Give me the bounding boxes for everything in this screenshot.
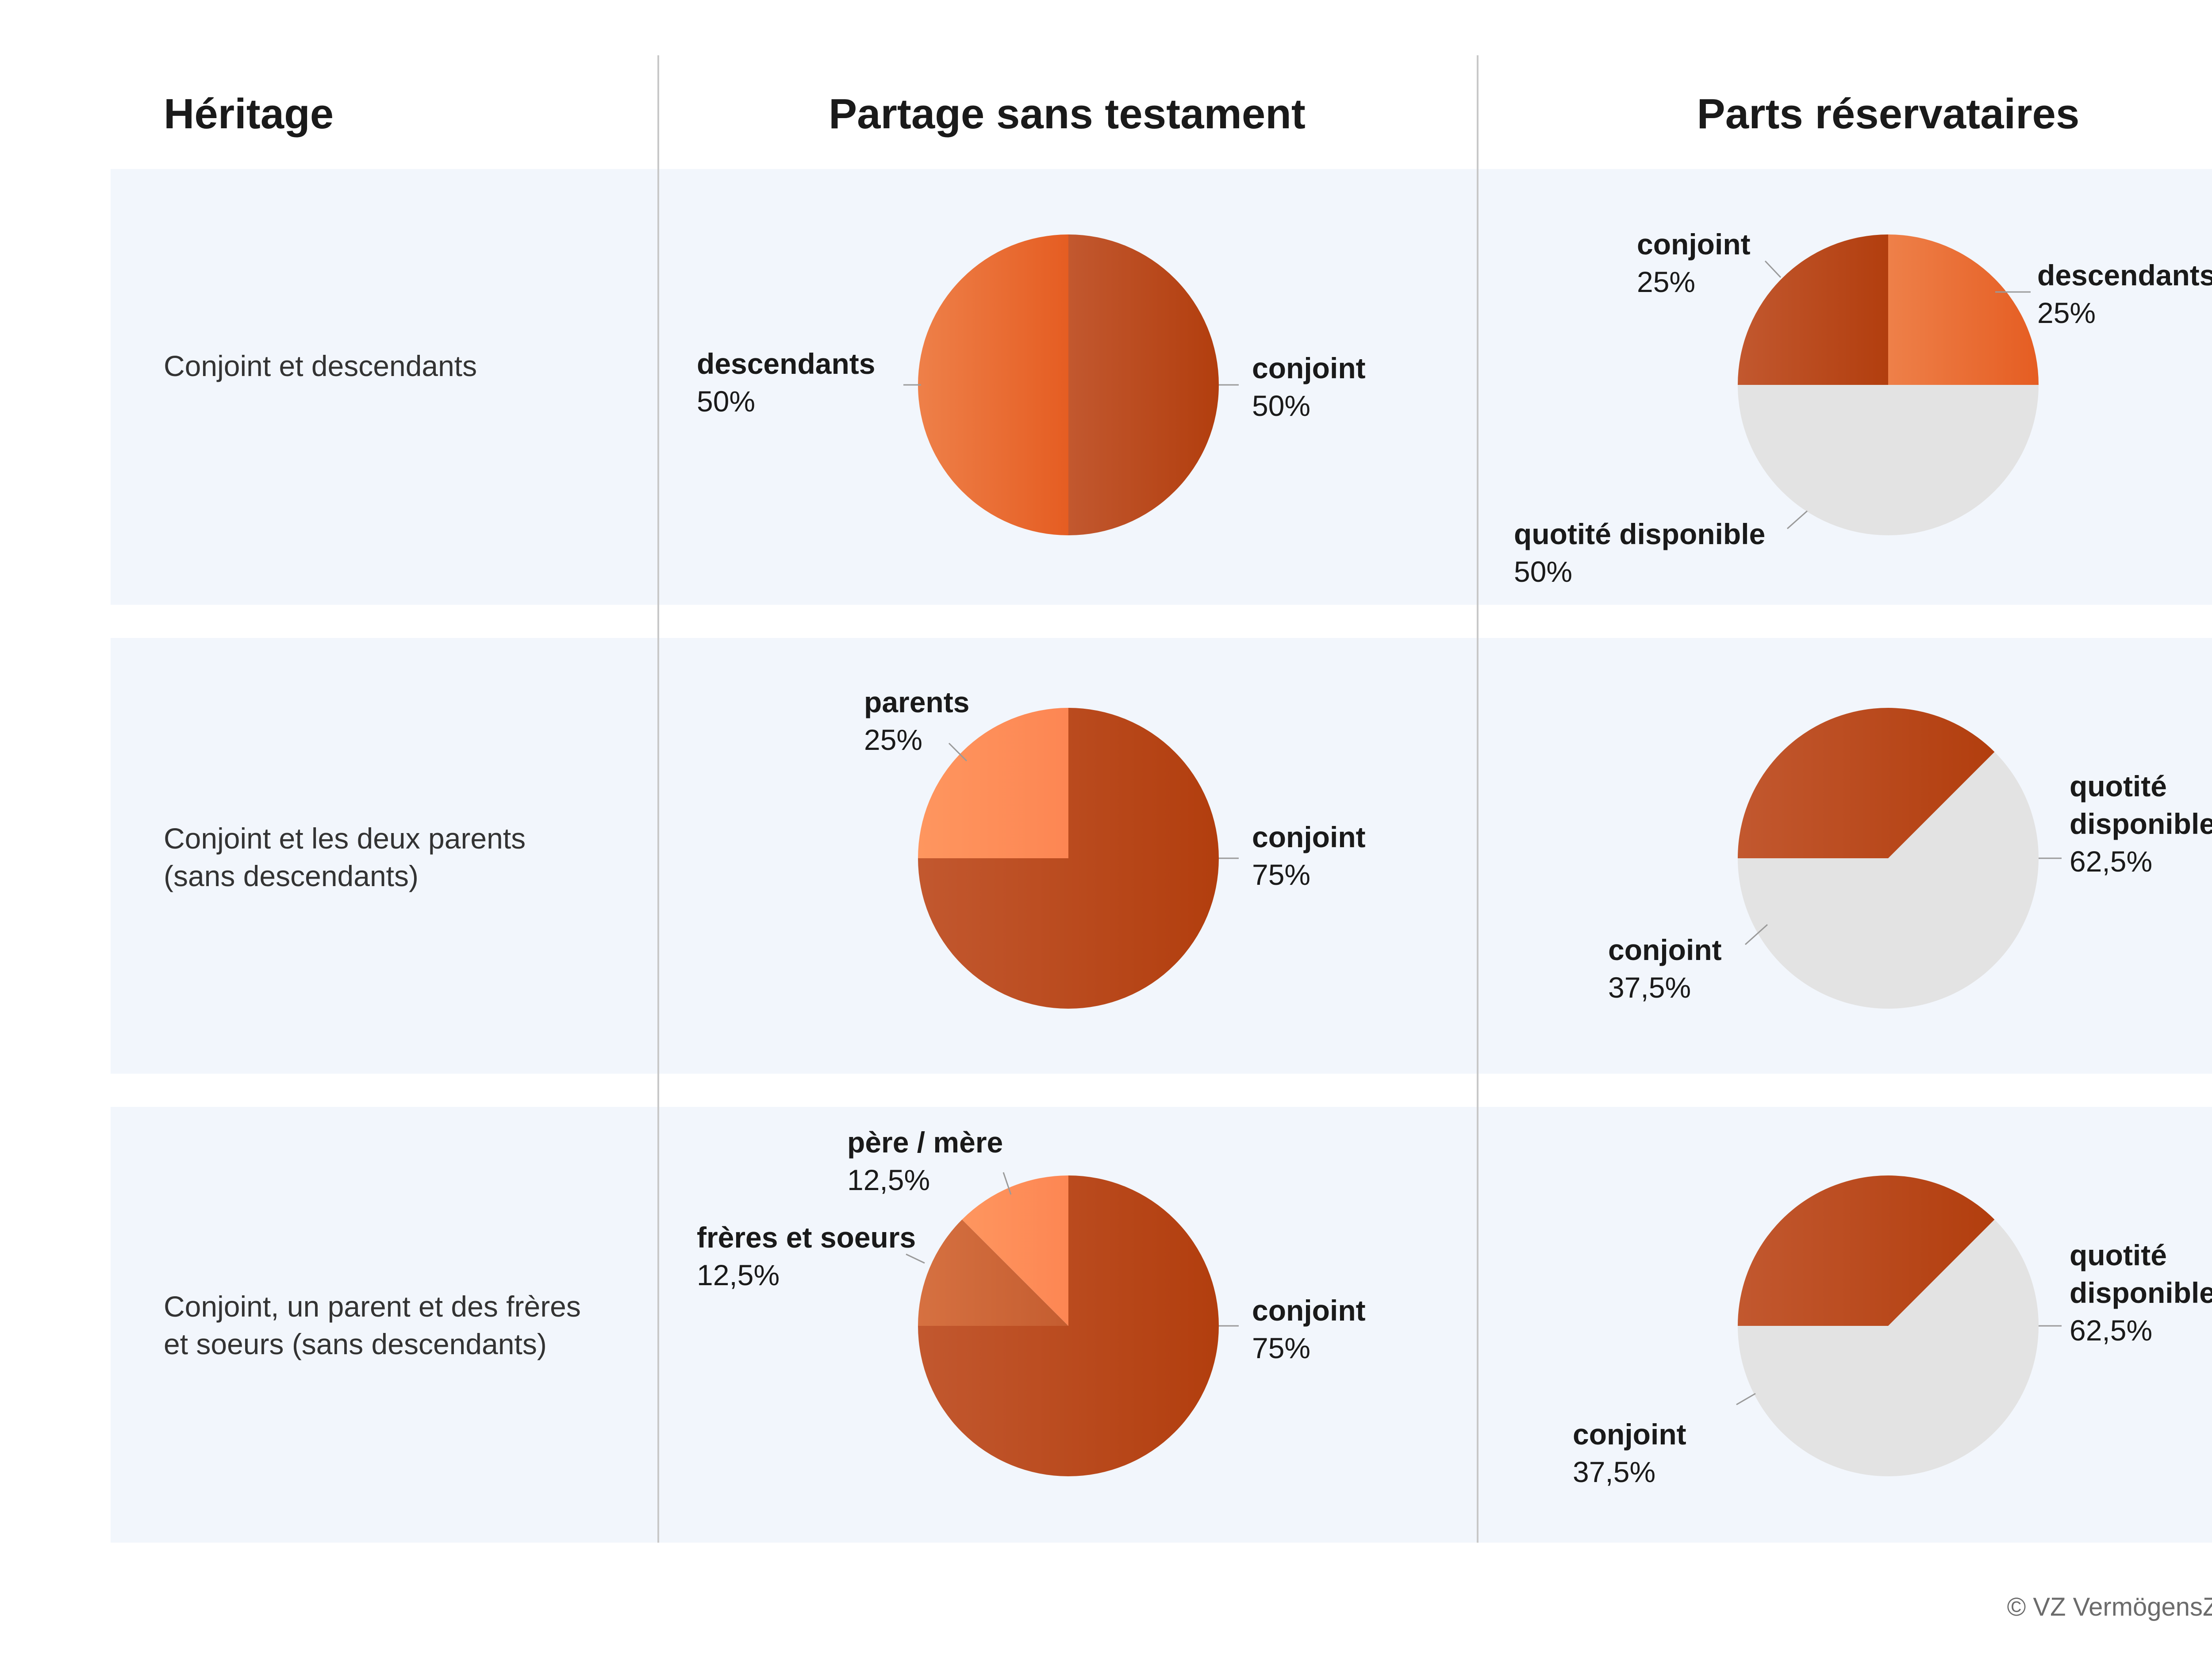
slice-label-conjoint: conjoint: [1637, 228, 1751, 261]
slice-labels: descendants 50% conjoint 50% conjoint 25% desc…: [697, 228, 2212, 1488]
leader-line: [1764, 260, 1782, 278]
leader-line: [906, 1253, 925, 1264]
slice-label-quotité-disponible: quotité disponible: [1514, 518, 1765, 550]
row-label-3-line-1: Conjoint, un parent et des frères: [164, 1290, 581, 1323]
header-parts: Parts réservataires: [1697, 90, 2080, 138]
slice-value-descendants: 25%: [2037, 296, 2096, 329]
header-heritage: Héritage: [164, 90, 334, 138]
row-label-2-line-2: (sans descendants): [164, 860, 419, 892]
slice-label-conjoint: conjoint: [1252, 352, 1366, 384]
pie-chart-2: [1738, 234, 2039, 535]
slice-label-conjoint: conjoint: [1608, 933, 1722, 966]
pie-slice-quotité-disponible: [1738, 752, 2039, 1009]
pie-slice-conjoint: [1738, 234, 1888, 385]
slice-label-père-mère: père / mère: [847, 1126, 1003, 1159]
pie-slice-quotité-disponible: [1738, 385, 2039, 535]
slice-value-conjoint: 37,5%: [1573, 1455, 1655, 1488]
pie-chart-5: [918, 1175, 1219, 1476]
row-label-1: Conjoint et descendants: [164, 349, 477, 382]
pie-chart-1: [918, 234, 1219, 535]
leader-line: [1002, 1172, 1012, 1195]
pie-slice-descendants: [1888, 234, 2039, 385]
pie-slice-descendants: [918, 234, 1068, 535]
slice-value-conjoint: 37,5%: [1608, 971, 1691, 1004]
slice-value-conjoint: 75%: [1252, 858, 1310, 891]
pie-slice-parents: [918, 708, 1068, 858]
slice-label-descendants: descendants: [697, 347, 875, 380]
slice-value-conjoint: 50%: [1252, 389, 1310, 422]
pie-slice-conjoint: [1068, 234, 1219, 535]
slice-value-quotité-disponible: 62,5%: [2070, 1314, 2152, 1347]
pie-slice-conjoint: [1738, 708, 1995, 858]
header-partage: Partage sans testament: [829, 90, 1306, 138]
leader-line: [1736, 1393, 1756, 1406]
copyright: © VZ VermögensZentrum: [2007, 1593, 2212, 1621]
slice-label-quotité-disponible: disponible: [2070, 1276, 2212, 1309]
row-label-2-line-1: Conjoint et les deux parents: [164, 822, 526, 855]
pie-chart-4: [1738, 708, 2039, 1009]
slice-label-quotité-disponible: quotité: [2070, 1239, 2167, 1271]
pie-chart-3: [918, 708, 1219, 1009]
slice-value-conjoint: 25%: [1637, 265, 1695, 298]
slice-value-conjoint: 75%: [1252, 1332, 1310, 1364]
slice-value-père-mère: 12,5%: [847, 1164, 930, 1196]
pie-slice-frères-et-soeurs: [918, 1219, 1068, 1326]
pie-slice-conjoint: [1738, 1175, 1995, 1326]
slice-value-quotité-disponible: 50%: [1514, 555, 1572, 588]
slice-value-descendants: 50%: [697, 385, 755, 418]
slice-label-parents: parents: [864, 686, 969, 718]
slice-value-frères-et-soeurs: 12,5%: [697, 1259, 780, 1291]
pie-slice-père-mère: [962, 1175, 1068, 1326]
pie-chart-6: [1738, 1175, 2039, 1477]
leader-line: [1744, 924, 1768, 945]
pie-slice-quotité-disponible: [1738, 1219, 2039, 1477]
slice-label-quotité-disponible: disponible: [2070, 807, 2212, 840]
leader-line: [1787, 510, 1808, 530]
slice-value-parents: 25%: [864, 723, 922, 756]
slice-label-conjoint: conjoint: [1252, 1294, 1366, 1327]
leader-line: [948, 742, 968, 762]
row-label-3-line-2: et soeurs (sans descendants): [164, 1328, 547, 1360]
slice-label-conjoint: conjoint: [1252, 821, 1366, 853]
slice-label-quotité-disponible: quotité: [2070, 770, 2167, 803]
slice-label-descendants: descendants: [2037, 259, 2212, 292]
slice-label-frères-et-soeurs: frères et soeurs: [697, 1221, 916, 1254]
slice-label-conjoint: conjoint: [1573, 1418, 1686, 1451]
slice-value-quotité-disponible: 62,5%: [2070, 845, 2152, 878]
